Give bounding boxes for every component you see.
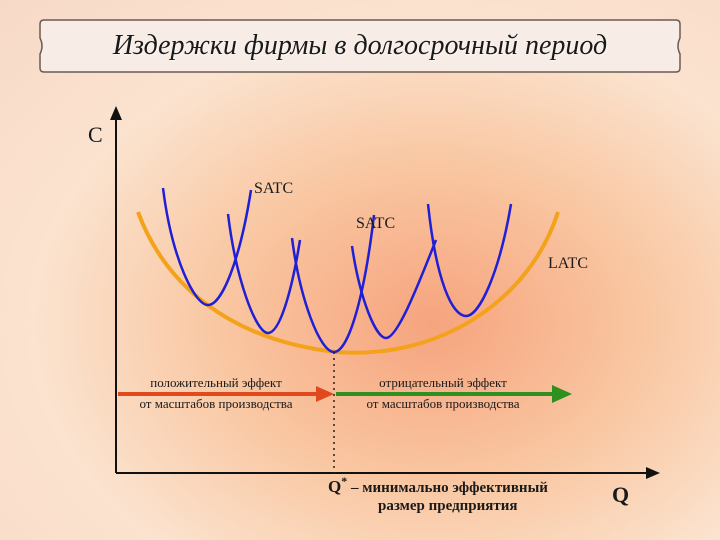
- satc-curve-5: [426, 203, 513, 318]
- q-star-caption-line-2: размер предприятия: [378, 498, 518, 514]
- latc-label: LATC: [548, 255, 588, 272]
- x-axis-label: Q: [612, 482, 629, 507]
- title-frame: [39, 19, 681, 73]
- title-banner: Издержки фирмы в долгосрочный период: [36, 16, 684, 76]
- q-star-caption-line-1: – минимально эффективный: [347, 480, 548, 496]
- satc-curve-2: [226, 213, 302, 335]
- q-star-caption: Q* – минимально эффективный: [328, 474, 548, 496]
- satc-label-1: SATC: [254, 180, 293, 197]
- satc-curve-4: [350, 239, 438, 340]
- q-star-symbol: Q: [328, 477, 341, 496]
- positive-effect-line-2: от масштабов производства: [139, 396, 292, 411]
- satc-curve-3: [290, 214, 376, 354]
- negative-effect-arrowhead: [552, 385, 572, 403]
- x-axis-arrowhead: [646, 467, 660, 479]
- negative-effect-line-1: отрицательный эффект: [379, 375, 507, 390]
- positive-effect-line-1: положительный эффект: [150, 375, 282, 390]
- y-axis-label: C: [88, 122, 103, 147]
- latc-curve: [136, 211, 560, 355]
- satc-curve-1: [161, 187, 253, 307]
- page-title: Издержки фирмы в долгосрочный период: [112, 30, 608, 61]
- q-star-superscript: *: [341, 474, 347, 488]
- y-axis-arrowhead: [110, 106, 122, 120]
- negative-effect-line-2: от масштабов производства: [366, 396, 519, 411]
- positive-effect-arrowhead: [316, 386, 334, 402]
- satc-label-2: SATC: [356, 215, 395, 232]
- satc-curves: [161, 187, 513, 354]
